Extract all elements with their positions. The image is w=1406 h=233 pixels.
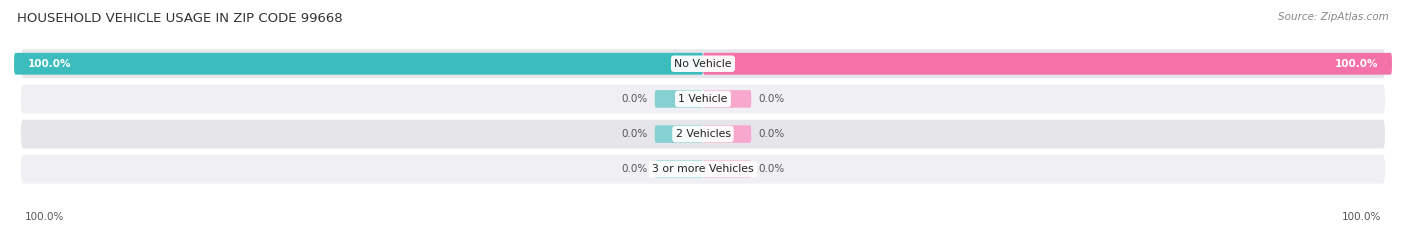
- FancyBboxPatch shape: [21, 155, 1385, 184]
- Text: No Vehicle: No Vehicle: [675, 59, 731, 69]
- Text: 100.0%: 100.0%: [1334, 59, 1378, 69]
- Text: 100.0%: 100.0%: [1341, 212, 1381, 222]
- Text: 100.0%: 100.0%: [28, 59, 72, 69]
- Text: 0.0%: 0.0%: [758, 94, 785, 104]
- Text: 0.0%: 0.0%: [621, 94, 648, 104]
- FancyBboxPatch shape: [21, 120, 1385, 148]
- FancyBboxPatch shape: [703, 161, 751, 178]
- FancyBboxPatch shape: [655, 125, 703, 143]
- Text: Source: ZipAtlas.com: Source: ZipAtlas.com: [1278, 12, 1389, 22]
- FancyBboxPatch shape: [14, 53, 703, 75]
- FancyBboxPatch shape: [703, 53, 1392, 75]
- Text: 1 Vehicle: 1 Vehicle: [678, 94, 728, 104]
- FancyBboxPatch shape: [21, 85, 1385, 113]
- Text: 0.0%: 0.0%: [621, 129, 648, 139]
- Text: 0.0%: 0.0%: [758, 164, 785, 174]
- Text: 0.0%: 0.0%: [621, 164, 648, 174]
- Text: HOUSEHOLD VEHICLE USAGE IN ZIP CODE 99668: HOUSEHOLD VEHICLE USAGE IN ZIP CODE 9966…: [17, 12, 343, 25]
- Text: 2 Vehicles: 2 Vehicles: [675, 129, 731, 139]
- FancyBboxPatch shape: [655, 161, 703, 178]
- Text: 0.0%: 0.0%: [758, 129, 785, 139]
- FancyBboxPatch shape: [703, 125, 751, 143]
- Text: 100.0%: 100.0%: [25, 212, 65, 222]
- FancyBboxPatch shape: [703, 90, 751, 108]
- FancyBboxPatch shape: [655, 90, 703, 108]
- Text: 3 or more Vehicles: 3 or more Vehicles: [652, 164, 754, 174]
- FancyBboxPatch shape: [21, 49, 1385, 78]
